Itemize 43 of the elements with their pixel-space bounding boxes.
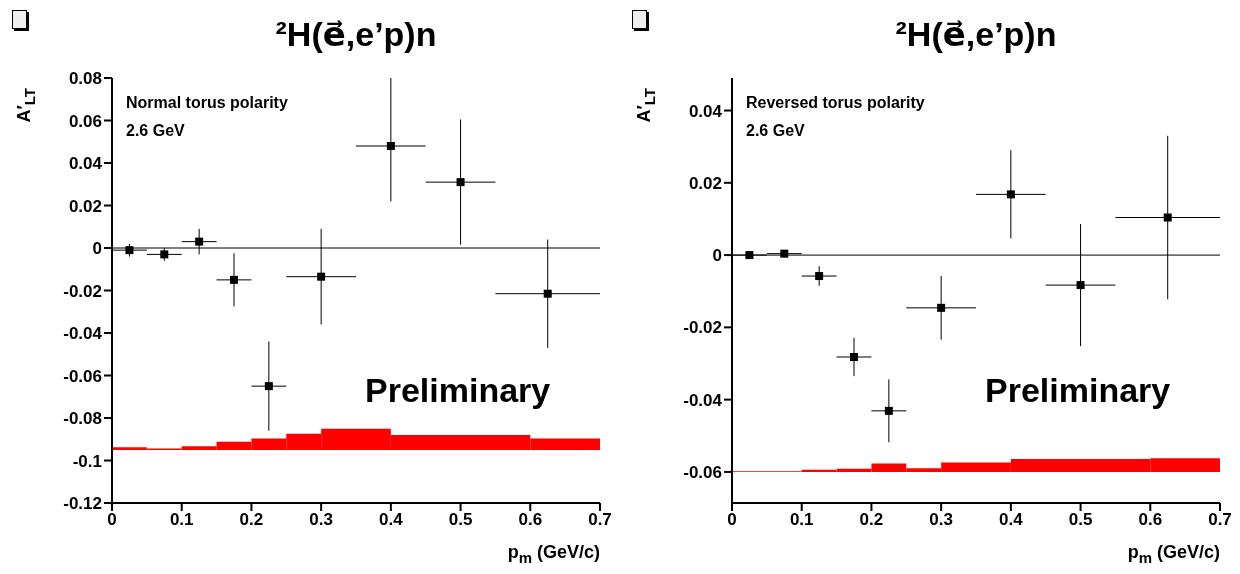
y-tick-label: 0.08	[68, 69, 102, 89]
annotation: 2.6 GeV	[746, 122, 805, 140]
x-tick-label: 0.7	[1208, 510, 1232, 530]
x-axis-title: p$_{m}$ (GeV/c)	[507, 542, 600, 566]
x-tick-label: 0.3	[309, 510, 333, 530]
x-tick-label: 0.4	[999, 510, 1024, 530]
y-tick-label: -0.02	[683, 318, 722, 338]
x-tick-label: 0.1	[789, 510, 814, 530]
y-tick-label: -0.04	[63, 324, 103, 344]
y-tick-label: -0.04	[683, 390, 723, 410]
x-tick-label: 0.7	[588, 510, 612, 530]
x-tick-label: 0	[107, 510, 117, 530]
annotation: Normal torus polarity	[126, 94, 288, 112]
x-tick-label: 0.2	[859, 510, 884, 530]
y-tick-label: -0.02	[63, 281, 102, 301]
x-axis-title: p$_{m}$ (GeV/c)	[1127, 542, 1220, 566]
chart-title: ²H(e⃗,e’p)n	[274, 14, 438, 54]
y-tick-label: 0	[712, 246, 722, 266]
x-tick-label: 0.2	[239, 510, 264, 530]
y-tick-label: -0.1	[72, 451, 102, 471]
x-tick-label: 0.6	[518, 510, 543, 530]
chart-title: ²H(e⃗,e’p)n	[894, 14, 1058, 54]
x-tick-label: 0.4	[379, 510, 404, 530]
annotation: Reversed torus polarity	[746, 94, 925, 112]
y-tick-label: 0.04	[68, 154, 103, 174]
x-tick-label: 0.1	[169, 510, 194, 530]
y-tick-label: 0.06	[68, 111, 102, 131]
annotation: Preliminary	[985, 371, 1171, 411]
y-tick-label: 0.02	[688, 173, 722, 193]
annotation: Preliminary	[365, 371, 551, 411]
x-tick-label: 0.5	[448, 510, 473, 530]
x-tick-label: 0.6	[1138, 510, 1163, 530]
x-tick-label: 0.3	[929, 510, 953, 530]
y-tick-label: -0.08	[63, 409, 102, 429]
y-tick-label: -0.12	[63, 494, 102, 514]
x-tick-label: 0.5	[1068, 510, 1093, 530]
y-tick-label: 0	[92, 239, 102, 259]
annotation: 2.6 GeV	[126, 122, 185, 140]
y-tick-label: -0.06	[63, 366, 102, 386]
x-tick-label: 0	[727, 510, 737, 530]
y-tick-label: 0.04	[688, 101, 723, 121]
y-tick-label: -0.06	[683, 462, 722, 482]
y-tick-label: 0.02	[68, 196, 102, 216]
